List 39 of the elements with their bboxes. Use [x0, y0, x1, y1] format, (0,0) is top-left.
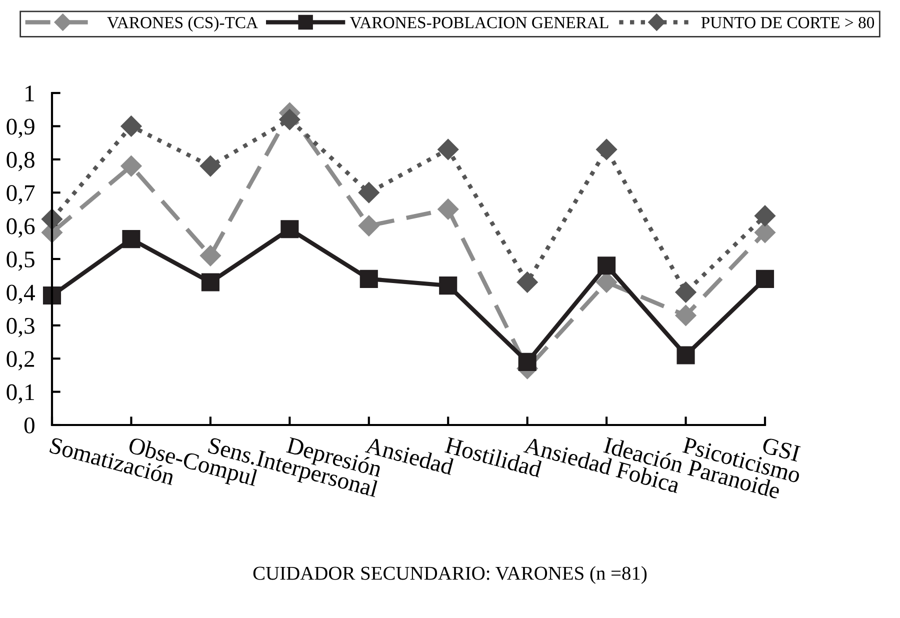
point [438, 198, 459, 220]
y-tick-label: 0 [24, 417, 34, 434]
y-tick-label: 0,8 [6, 152, 34, 172]
point [756, 270, 774, 288]
y-tick-label: 0,3 [6, 318, 34, 338]
point [439, 276, 458, 295]
point [596, 138, 618, 160]
point [675, 304, 696, 326]
point [42, 286, 62, 305]
point [675, 282, 696, 303]
legend-label: VARONES (CS)-TCA [107, 16, 258, 32]
point [120, 156, 142, 177]
y-tick-label: 1 [26, 86, 34, 102]
legend-label: VARONES-POBLACION GENERAL [350, 17, 608, 28]
point [598, 256, 616, 275]
text: CUIDADOR SECUNDARIO: VARONES (n =81) [253, 566, 647, 584]
point [280, 220, 299, 238]
point [358, 215, 380, 236]
y-tick-label: 0,1 [6, 384, 34, 404]
y-tick-label: 0,4 [6, 284, 35, 304]
point [754, 205, 776, 226]
point [200, 156, 221, 177]
y-tick-label: 0,6 [6, 218, 35, 238]
y-tick-label: 0,9 [6, 118, 34, 138]
y-tick-label: 0,5 [6, 251, 34, 271]
point [120, 116, 142, 137]
point [358, 182, 380, 204]
point [200, 245, 221, 266]
point [279, 109, 300, 130]
point [201, 273, 220, 292]
point [676, 346, 695, 364]
y-tick-label: 0,7 [6, 185, 35, 204]
point [438, 138, 459, 160]
y-tick-label: 0,2 [6, 351, 34, 370]
point [516, 272, 538, 293]
point [360, 270, 378, 288]
point [518, 352, 536, 371]
legend-label: PUNTO DE CORTE > 80 [701, 17, 874, 28]
point [122, 230, 140, 248]
